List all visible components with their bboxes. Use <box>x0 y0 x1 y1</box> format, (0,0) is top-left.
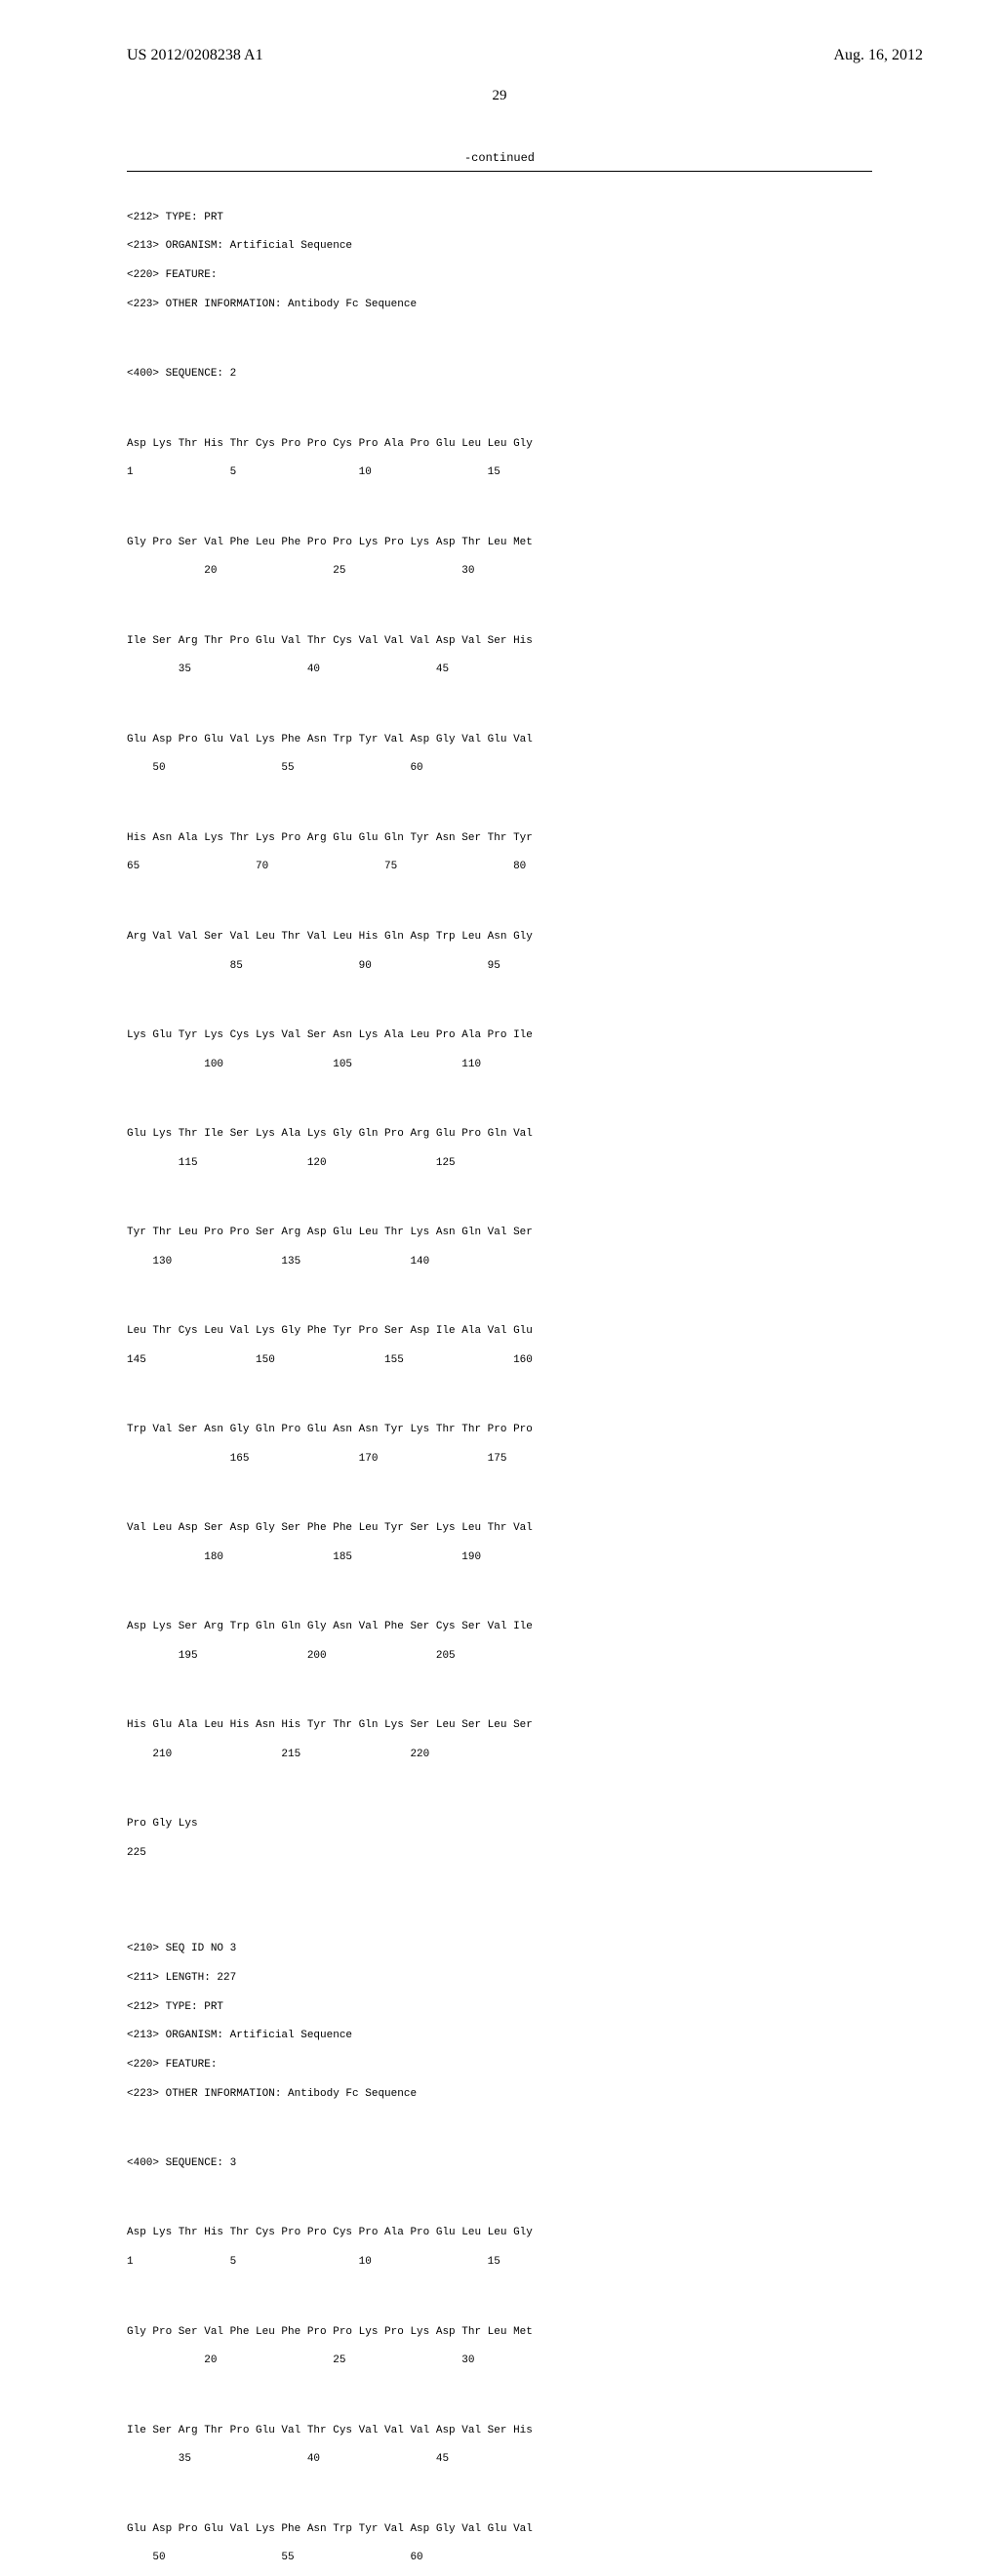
seq-row: Glu Asp Pro Glu Val Lys Phe Asn Trp Tyr … <box>127 2508 872 2576</box>
aa-line: Ile Ser Arg Thr Pro Glu Val Thr Cys Val … <box>127 2424 872 2438</box>
aa-line: His Glu Ala Leu His Asn His Tyr Thr Gln … <box>127 1718 872 1733</box>
pos-line: 145 150 155 160 <box>127 1353 872 1368</box>
pos-line: 65 70 75 80 <box>127 860 872 874</box>
type-line: <212> TYPE: PRT <box>127 2000 872 2015</box>
aa-line: Glu Asp Pro Glu Val Lys Phe Asn Trp Tyr … <box>127 733 872 747</box>
aa-line: Glu Asp Pro Glu Val Lys Phe Asn Trp Tyr … <box>127 2522 872 2537</box>
pos-line: 1 5 10 15 <box>127 465 872 480</box>
sequence-header: <400> SEQUENCE: 3 <box>127 2156 872 2171</box>
metadata-block-1: <212> TYPE: PRT <213> ORGANISM: Artifici… <box>127 196 872 327</box>
aa-line: Asp Lys Thr His Thr Cys Pro Pro Cys Pro … <box>127 2226 872 2240</box>
continued-label: -continued <box>0 151 999 165</box>
pos-line: 20 25 30 <box>127 564 872 579</box>
aa-line: Pro Gly Lys <box>127 1817 872 1831</box>
seq-row: Asp Lys Ser Arg Trp Gln Gln Gly Asn Val … <box>127 1605 872 1677</box>
aa-line: Val Leu Asp Ser Asp Gly Ser Phe Phe Leu … <box>127 1521 872 1536</box>
seq-row: Gly Pro Ser Val Phe Leu Phe Pro Pro Lys … <box>127 521 872 593</box>
aa-line: Asp Lys Ser Arg Trp Gln Gln Gly Asn Val … <box>127 1620 872 1634</box>
aa-line: Arg Val Val Ser Val Leu Thr Val Leu His … <box>127 930 872 945</box>
seq-row: Arg Val Val Ser Val Leu Thr Val Leu His … <box>127 915 872 987</box>
aa-line: Leu Thr Cys Leu Val Lys Gly Phe Tyr Pro … <box>127 1324 872 1339</box>
pos-line: 180 185 190 <box>127 1550 872 1565</box>
feature-line: <220> FEATURE: <box>127 268 872 283</box>
pos-line: 85 90 95 <box>127 959 872 974</box>
aa-line: Trp Val Ser Asn Gly Gln Pro Glu Asn Asn … <box>127 1423 872 1437</box>
seq-row: Trp Val Ser Asn Gly Gln Pro Glu Asn Asn … <box>127 1408 872 1480</box>
other-info-line: <223> OTHER INFORMATION: Antibody Fc Seq… <box>127 298 872 312</box>
aa-line: His Asn Ala Lys Thr Lys Pro Arg Glu Glu … <box>127 831 872 846</box>
spacer <box>127 1902 872 1913</box>
pos-line: 130 135 140 <box>127 1255 872 1269</box>
aa-line: Asp Lys Thr His Thr Cys Pro Pro Cys Pro … <box>127 437 872 452</box>
pos-line: 195 200 205 <box>127 1649 872 1664</box>
pos-line: 100 105 110 <box>127 1058 872 1072</box>
organism-line: <213> ORGANISM: Artificial Sequence <box>127 2029 872 2043</box>
seq-row: Glu Lys Thr Ile Ser Lys Ala Lys Gly Gln … <box>127 1112 872 1185</box>
feature-line: <220> FEATURE: <box>127 2058 872 2073</box>
organism-line: <213> ORGANISM: Artificial Sequence <box>127 239 872 254</box>
pos-line: 20 25 30 <box>127 2354 872 2368</box>
other-info-line: <223> OTHER INFORMATION: Antibody Fc Seq… <box>127 2087 872 2102</box>
seqid-line: <210> SEQ ID NO 3 <box>127 1942 872 1956</box>
aa-line: Lys Glu Tyr Lys Cys Lys Val Ser Asn Lys … <box>127 1028 872 1043</box>
sequence-label-3: <400> SEQUENCE: 3 <box>127 2142 872 2186</box>
aa-line: Gly Pro Ser Val Phe Leu Phe Pro Pro Lys … <box>127 2325 872 2340</box>
publication-date: Aug. 16, 2012 <box>833 47 923 64</box>
pos-line: 35 40 45 <box>127 2452 872 2467</box>
seq-row: His Glu Ala Leu His Asn His Tyr Thr Gln … <box>127 1704 872 1776</box>
aa-line: Gly Pro Ser Val Phe Leu Phe Pro Pro Lys … <box>127 536 872 550</box>
length-line: <211> LENGTH: 227 <box>127 1971 872 1986</box>
seq-row: Ile Ser Arg Thr Pro Glu Val Thr Cys Val … <box>127 620 872 692</box>
seq-row: Pro Gly Lys 225 <box>127 1803 872 1875</box>
pos-line: 225 <box>127 1846 872 1861</box>
document-header: US 2012/0208238 A1 Aug. 16, 2012 <box>0 0 999 64</box>
seq-row: Asp Lys Thr His Thr Cys Pro Pro Cys Pro … <box>127 423 872 495</box>
aa-line: Tyr Thr Leu Pro Pro Ser Arg Asp Glu Leu … <box>127 1226 872 1240</box>
sequence-header: <400> SEQUENCE: 2 <box>127 367 872 382</box>
pos-line: 50 55 60 <box>127 2551 872 2565</box>
type-line: <212> TYPE: PRT <box>127 211 872 225</box>
pos-line: 210 215 220 <box>127 1748 872 1762</box>
pos-line: 165 170 175 <box>127 1452 872 1467</box>
pos-line: 1 5 10 15 <box>127 2255 872 2270</box>
metadata-block-2: <210> SEQ ID NO 3 <211> LENGTH: 227 <212… <box>127 1927 872 2115</box>
seq-row: Gly Pro Ser Val Phe Leu Phe Pro Pro Lys … <box>127 2311 872 2383</box>
pos-line: 115 120 125 <box>127 1156 872 1171</box>
seq-row: Asp Lys Thr His Thr Cys Pro Pro Cys Pro … <box>127 2212 872 2284</box>
sequence-content: <212> TYPE: PRT <213> ORGANISM: Artifici… <box>0 172 999 2576</box>
seq-row: Lys Glu Tyr Lys Cys Lys Val Ser Asn Lys … <box>127 1014 872 1086</box>
aa-line: Ile Ser Arg Thr Pro Glu Val Thr Cys Val … <box>127 634 872 649</box>
aa-line: Glu Lys Thr Ile Ser Lys Ala Lys Gly Gln … <box>127 1127 872 1142</box>
seq-row: Val Leu Asp Ser Asp Gly Ser Phe Phe Leu … <box>127 1507 872 1579</box>
seq-row: Ile Ser Arg Thr Pro Glu Val Thr Cys Val … <box>127 2409 872 2481</box>
seq-row: Tyr Thr Leu Pro Pro Ser Arg Asp Glu Leu … <box>127 1211 872 1283</box>
sequence-label-2: <400> SEQUENCE: 2 <box>127 352 872 396</box>
seq-row: Leu Thr Cys Leu Val Lys Gly Phe Tyr Pro … <box>127 1309 872 1382</box>
pos-line: 35 40 45 <box>127 663 872 677</box>
page-number: 29 <box>0 88 999 104</box>
patent-number: US 2012/0208238 A1 <box>127 47 263 64</box>
seq-row: Glu Asp Pro Glu Val Lys Phe Asn Trp Tyr … <box>127 718 872 790</box>
pos-line: 50 55 60 <box>127 761 872 776</box>
seq-row: His Asn Ala Lys Thr Lys Pro Arg Glu Glu … <box>127 817 872 889</box>
